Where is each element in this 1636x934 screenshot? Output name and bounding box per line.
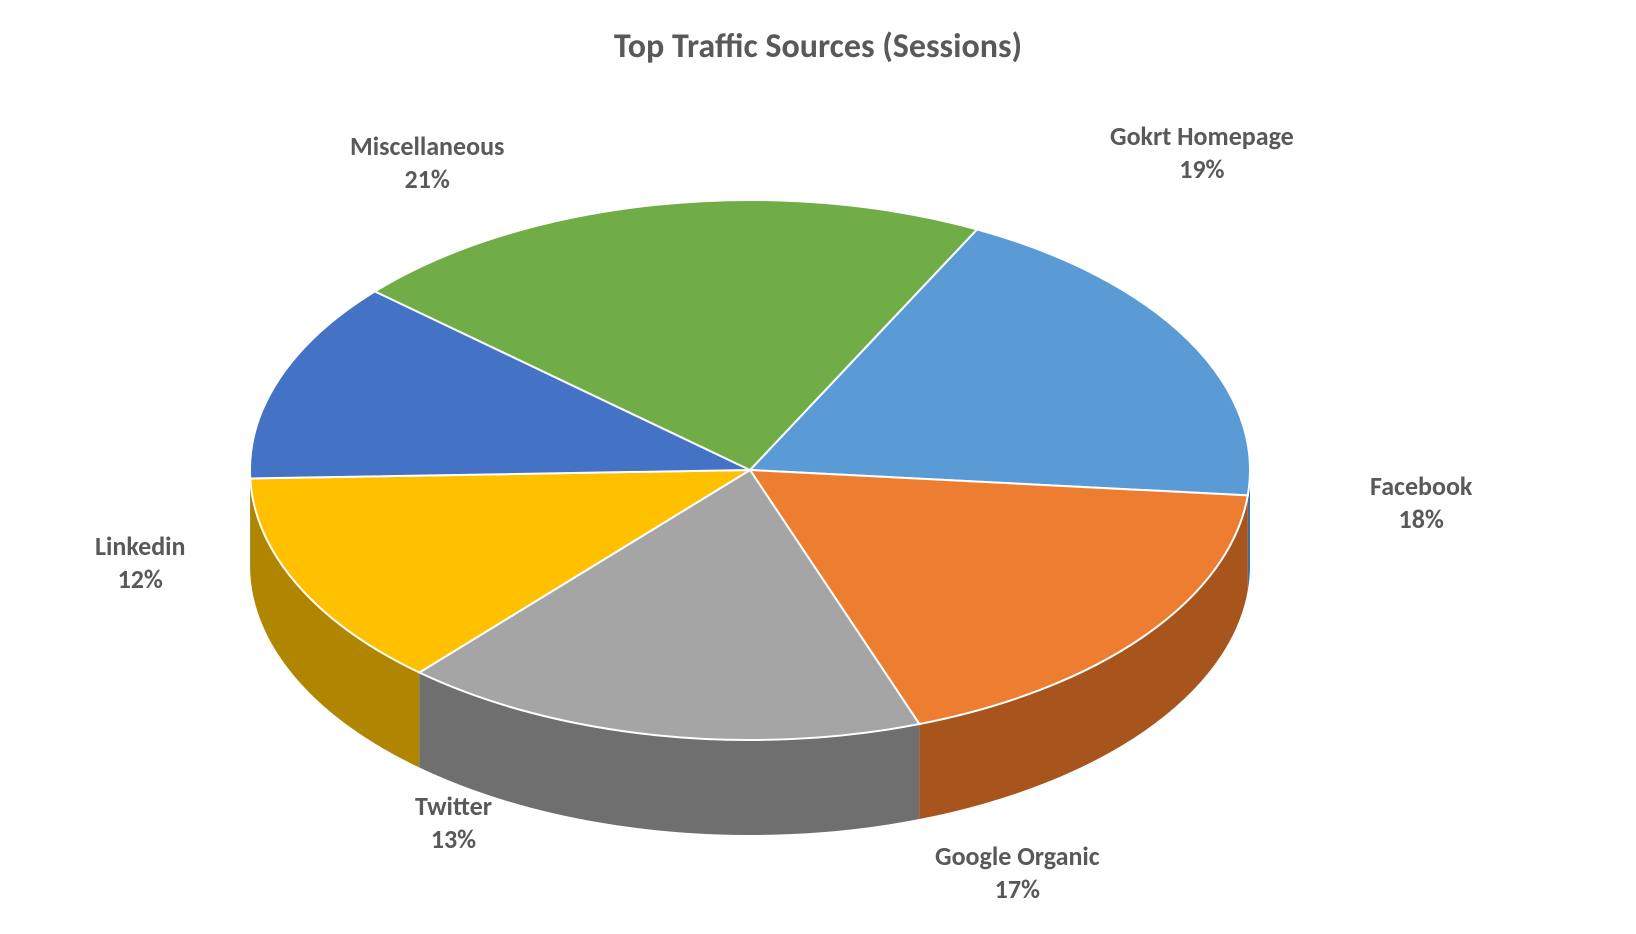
slice-label: Facebook18%	[1370, 470, 1472, 535]
pie-top	[250, 200, 1250, 740]
slice-label-percent: 19%	[1110, 153, 1294, 186]
chart-title: Top Traffic Sources (Sessions)	[0, 26, 1636, 67]
slice-label-name: Twitter	[415, 790, 492, 823]
slice-label-name: Linkedin	[95, 530, 185, 563]
slice-label: Miscellaneous21%	[350, 130, 504, 195]
pie-chart	[0, 0, 1636, 934]
slice-label-percent: 21%	[350, 163, 504, 196]
slice-label: Twitter13%	[415, 790, 492, 855]
slice-label-name: Miscellaneous	[350, 130, 504, 163]
slice-label: Gokrt Homepage19%	[1110, 120, 1294, 185]
slice-label-percent: 12%	[95, 563, 185, 596]
pie-chart-container: Top Traffic Sources (Sessions) Gokrt Hom…	[0, 0, 1636, 934]
slice-label-name: Gokrt Homepage	[1110, 120, 1294, 153]
slice-label-percent: 13%	[415, 823, 492, 856]
slice-label-name: Google Organic	[935, 840, 1100, 873]
slice-label-percent: 18%	[1370, 503, 1472, 536]
slice-label-percent: 17%	[935, 873, 1100, 906]
slice-label: Linkedin12%	[95, 530, 185, 595]
slice-label-name: Facebook	[1370, 470, 1472, 503]
slice-label: Google Organic17%	[935, 840, 1100, 905]
